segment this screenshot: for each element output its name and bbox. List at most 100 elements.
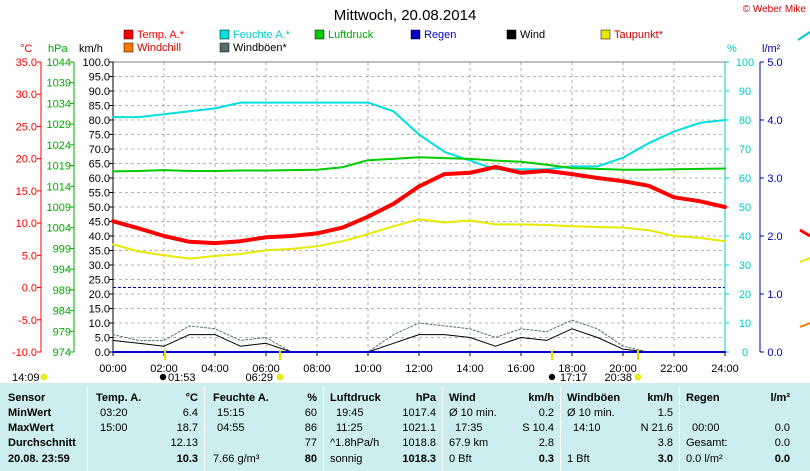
- x-axis-tick-label: 20:00: [609, 363, 637, 375]
- wind-max-time: 17:35: [455, 422, 483, 434]
- temp-axis-tick-label: 15.0: [16, 186, 37, 198]
- temp-current-value: 10.3: [176, 453, 198, 465]
- x-axis-tick-label: 06:00: [252, 363, 280, 375]
- kmh-axis-tick-label: 25.0: [89, 275, 110, 287]
- temp-column: Temp. A. °C 03:20 6.4 15:00 18.7 12.13 1…: [88, 383, 204, 471]
- wind-header: Wind: [449, 392, 476, 404]
- kmh-axis-tick-label: 45.0: [89, 217, 110, 229]
- pct-axis-tick-label: 80: [739, 115, 751, 127]
- kmh-axis-tick-label: 70.0: [89, 144, 110, 156]
- humidity-header: Feuchte A.: [213, 392, 269, 404]
- x-axis-tick-label: 24:00: [711, 363, 739, 375]
- pressure-column: Luftdruck hPa 19:45 1017.4 11:25 1021.1 …: [324, 383, 442, 471]
- rain-axis-tick-label: 5.0: [767, 57, 782, 69]
- pressure-max-time: 11:25: [336, 422, 363, 434]
- wind-avg-value: 2.8: [538, 437, 554, 449]
- event-marker-label: 17:17: [560, 372, 588, 383]
- series-line-feuchte-a: [112, 101, 726, 171]
- series-line-temp-a: [111, 165, 727, 246]
- hpa-axis-tick-label: 1024: [47, 140, 71, 152]
- gust-header: Windböen: [567, 392, 621, 404]
- event-marker-dot: [548, 373, 556, 381]
- clipped-line: [797, 31, 810, 41]
- rain-axis-tick-label: 3.0: [767, 173, 782, 185]
- pressure-min-time: 19:45: [336, 407, 364, 419]
- column-separator: [323, 387, 324, 471]
- hpa-axis-tick-label: 1019: [47, 161, 71, 173]
- series-line-taupunkt: [112, 218, 726, 260]
- wind-beaufort: 0 Bft: [449, 453, 472, 465]
- kmh-axis-tick-label: 65.0: [89, 159, 110, 171]
- x-axis-tick-label: 08:00: [303, 363, 331, 375]
- humidity-max-value: 86: [304, 422, 317, 434]
- pct-axis-tick-label: 30: [739, 260, 751, 272]
- pct-axis-tick-label: 70: [739, 144, 751, 156]
- row-label-min: MinWert: [8, 407, 52, 419]
- x-axis-tick-label: 10:00: [354, 363, 382, 375]
- temp-axis-tick-label: 10.0: [16, 218, 37, 230]
- x-axis-tick-label: 02:00: [150, 363, 178, 375]
- clipped-line: [799, 257, 810, 263]
- sensor-header: Sensor: [8, 392, 46, 404]
- pct-axis-tick-label: 20: [739, 289, 751, 301]
- temp-min-value: 6.4: [182, 407, 198, 419]
- x-axis-tick-label: 04:00: [201, 363, 229, 375]
- pressure-header: Luftdruck: [330, 392, 381, 404]
- legend-label: Regen: [424, 29, 456, 41]
- pressure-min-value: 1017.4: [402, 407, 436, 419]
- legend-label: Temp. A.*: [137, 29, 185, 41]
- axis-units: °C hPa km/h% l/m²: [20, 43, 781, 55]
- temp-max-time: 15:00: [100, 422, 128, 434]
- legend-label: Feuchte A.*: [233, 29, 291, 41]
- humidity-avg-value: 77: [304, 437, 317, 449]
- hpa-axis-tick-label: 1014: [47, 181, 71, 193]
- gust-current-value: 3.0: [657, 453, 673, 465]
- x-axis-tick-label: 18:00: [558, 363, 586, 375]
- gust-min-value: 1.5: [657, 407, 673, 419]
- legend-label: Windchill: [137, 42, 181, 54]
- humidity-max-time: 04:55: [217, 422, 245, 434]
- wind-current-value: 0.3: [538, 453, 554, 465]
- kmh-axis-tick-label: 95.0: [89, 72, 110, 84]
- temp-axis-tick-label: 0.0: [22, 283, 37, 295]
- humidity-absolute: 7.66 g/m³: [213, 453, 260, 465]
- temp-avg-value: 12.13: [170, 437, 198, 449]
- hpa-axis-tick-label: 994: [53, 264, 71, 276]
- kmh-axis-tick-label: 50.0: [89, 202, 110, 214]
- temp-axis-tick-label: 25.0: [16, 121, 37, 133]
- rain-unit: l/m²: [770, 392, 790, 404]
- pct-axis-tick-label: 40: [739, 231, 751, 243]
- rain-column: Regen l/m² 00:00 0.0 Gesamt: 0.0 0.0 l/m…: [680, 383, 810, 471]
- event-marker-label: 20:38: [604, 372, 632, 383]
- event-marker-label: 14:09: [12, 372, 40, 383]
- hpa-axis-tick-label: 979: [53, 326, 71, 338]
- hpa-axis-tick-label: 989: [53, 285, 71, 297]
- hpa-axis-tick-label: 1004: [47, 223, 71, 235]
- legend-swatch: [123, 29, 134, 40]
- series-line-windb-en: [112, 319, 726, 353]
- column-separator: [442, 387, 443, 471]
- rain-axis-tick-label: 2.0: [767, 231, 782, 243]
- legend-label: Taupunkt*: [614, 29, 664, 41]
- temp-axis-tick-label: 35.0: [16, 57, 37, 69]
- kmh-axis-tick-label: 5.0: [95, 333, 110, 345]
- x-axis-tick-label: 16:00: [507, 363, 535, 375]
- hpa-axis-tick-label: 1044: [47, 57, 71, 69]
- legend-swatch: [219, 42, 230, 53]
- column-separator: [204, 387, 205, 471]
- temp-min-time: 03:20: [100, 407, 128, 419]
- gust-unit: km/h: [647, 392, 673, 404]
- kmh-axis-tick-label: 55.0: [89, 188, 110, 200]
- humidity-column: Feuchte A. % 15:15 60 04:55 86 77 7.66 g…: [205, 383, 323, 471]
- chart-series: [111, 101, 727, 353]
- hpa-axis-tick-label: 1009: [47, 202, 71, 214]
- gust-max-time: 14:10: [573, 422, 601, 434]
- chart-grid: [112, 61, 726, 353]
- legend-label: Luftdruck: [328, 29, 374, 41]
- pressure-current-value: 1018.3: [402, 453, 436, 465]
- pct-axis-tick-label: 0: [742, 347, 748, 359]
- event-marker-dot: [40, 373, 48, 381]
- x-axis-tick-label: 22:00: [660, 363, 688, 375]
- kmh-axis-tick-label: 0.0: [95, 347, 110, 359]
- event-marker-dot: [276, 373, 284, 381]
